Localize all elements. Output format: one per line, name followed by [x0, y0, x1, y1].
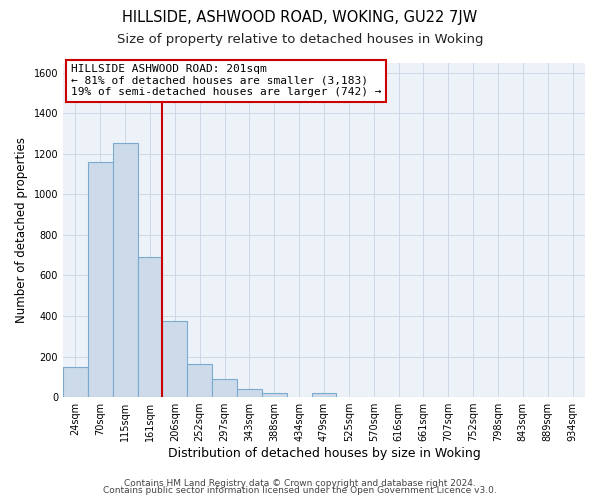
Bar	[237, 390, 262, 397]
Bar	[88, 162, 113, 397]
Bar	[137, 257, 163, 397]
Bar	[262, 392, 287, 397]
Text: Size of property relative to detached houses in Woking: Size of property relative to detached ho…	[117, 32, 483, 46]
Text: Contains public sector information licensed under the Open Government Licence v3: Contains public sector information licen…	[103, 486, 497, 495]
Bar	[187, 364, 212, 397]
Y-axis label: Number of detached properties: Number of detached properties	[15, 137, 28, 323]
Text: HILLSIDE ASHWOOD ROAD: 201sqm
← 81% of detached houses are smaller (3,183)
19% o: HILLSIDE ASHWOOD ROAD: 201sqm ← 81% of d…	[71, 64, 382, 98]
Text: HILLSIDE, ASHWOOD ROAD, WOKING, GU22 7JW: HILLSIDE, ASHWOOD ROAD, WOKING, GU22 7JW	[122, 10, 478, 25]
Text: Contains HM Land Registry data © Crown copyright and database right 2024.: Contains HM Land Registry data © Crown c…	[124, 478, 476, 488]
Bar	[113, 142, 137, 397]
Bar	[163, 321, 187, 397]
X-axis label: Distribution of detached houses by size in Woking: Distribution of detached houses by size …	[167, 447, 481, 460]
Bar	[311, 394, 337, 397]
Bar	[212, 379, 237, 397]
Bar	[63, 368, 88, 397]
